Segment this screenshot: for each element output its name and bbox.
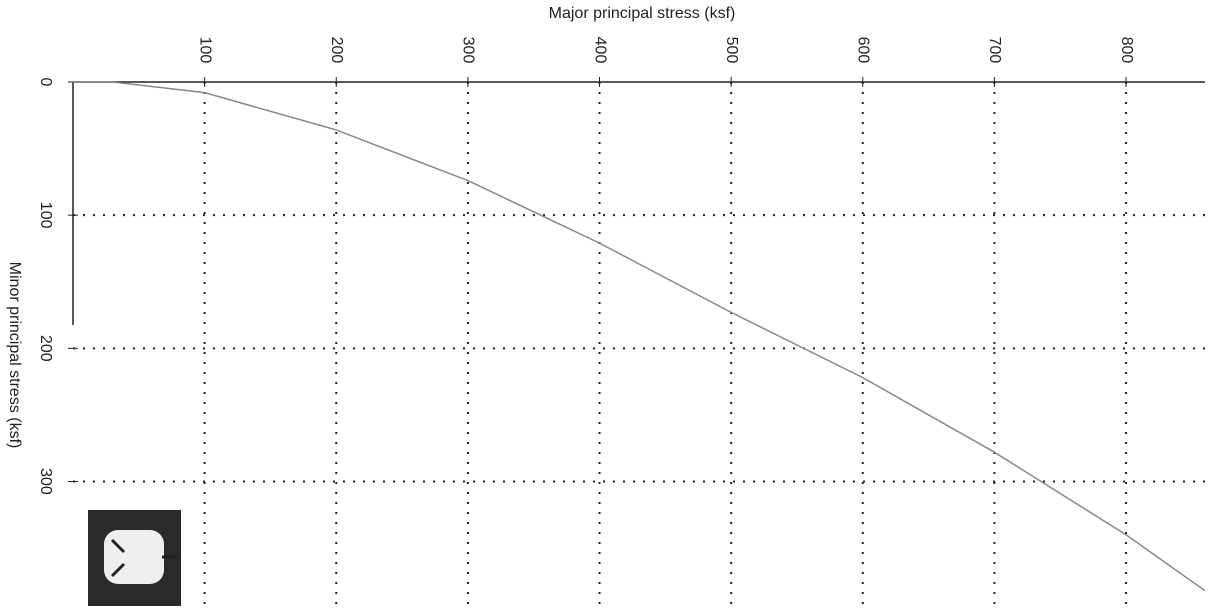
y-tick-label: 0 [37,78,54,87]
x-tick-label: 700 [986,37,1003,64]
x-tick-label: 300 [460,37,477,64]
x-tick-label: 400 [591,37,608,64]
x-tick-label: 100 [196,37,213,64]
x-axis-title: Major principal stress (ksf) [549,5,736,22]
x-tick-label: 200 [328,37,345,64]
y-tick-label: 200 [37,335,54,362]
data-line [73,81,1206,592]
y-tick-label: 100 [37,202,54,229]
x-tick-label: 500 [723,37,740,64]
y-tick-label: 300 [37,468,54,495]
stress-icon [88,510,181,606]
x-tick-label: 600 [855,37,872,64]
y-axis-title: Minor principal stress (ksf) [6,262,23,449]
x-tick-label: 800 [1118,37,1135,64]
